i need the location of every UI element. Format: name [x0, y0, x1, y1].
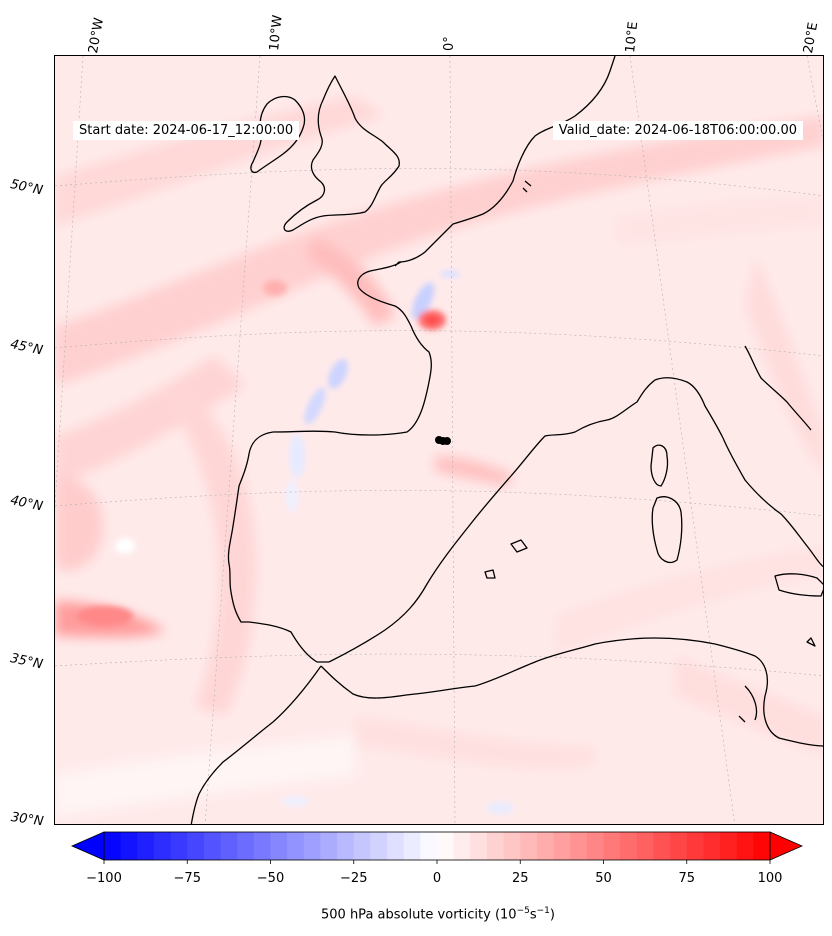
colorbar-cell	[453, 832, 471, 860]
coastlines	[190, 56, 823, 824]
colorbar-cells	[104, 832, 771, 860]
colorbar-label: 500 hPa absolute vorticity (10−5s−1)	[0, 906, 832, 922]
colorbar-tick-label: −50	[256, 871, 285, 886]
colorbar-cell	[653, 832, 671, 860]
coastline-portugal	[227, 453, 250, 623]
colorbar-ticks	[103, 860, 771, 864]
coastline-adriatic	[744, 345, 812, 431]
colorbar-label-suffix: )	[549, 907, 555, 923]
coastline-balearics	[484, 539, 528, 579]
colorbar-tick-label: −25	[340, 871, 368, 886]
coastline-islands-north	[522, 180, 532, 193]
colorbar-cell	[553, 832, 571, 860]
colorbar-cell	[570, 832, 588, 860]
colorbar-cell	[170, 832, 188, 860]
colorbar-cell	[470, 832, 488, 860]
coastline-tunisia	[738, 685, 758, 723]
lat-label-35n: 35°N	[8, 651, 45, 673]
coastline-biscay	[248, 261, 432, 455]
colorbar-cell	[253, 832, 271, 860]
coastline-italy	[722, 437, 823, 568]
colorbar-cell	[620, 832, 638, 860]
colorbar-cell	[636, 832, 654, 860]
vorticity-features	[77, 270, 514, 814]
coastline-corsica	[650, 444, 669, 487]
colorbar-cell	[703, 832, 721, 860]
colorbar-cell	[437, 832, 455, 860]
point-marker	[435, 436, 451, 445]
colorbar-cell	[187, 832, 205, 860]
colorbar-tick-label: 75	[678, 871, 696, 886]
colorbar-cell	[320, 832, 338, 860]
colorbar-cell	[753, 832, 771, 860]
coastline-north-africa	[320, 637, 823, 747]
colorbar-cell	[420, 832, 438, 860]
colorbar-cell	[370, 832, 388, 860]
colorbar-label-prefix: 500 hPa absolute vorticity (10	[321, 907, 517, 923]
colorbar-cell	[536, 832, 555, 860]
colorbar-cell	[586, 832, 604, 860]
colorbar-cell	[104, 832, 122, 860]
vorticity-field-patches	[55, 96, 823, 816]
lon-label-10w: 10°W	[267, 14, 286, 52]
coastline-britain	[283, 75, 400, 232]
colorbar-cell	[353, 832, 371, 860]
colorbar-cell	[736, 832, 754, 860]
coastline-north-europe	[394, 56, 616, 267]
valid-date-label: Valid_date: 2024-06-18T06:00:00.00	[552, 121, 803, 140]
colorbar-cell	[387, 832, 405, 860]
vorticity-map: Start date: 2024-06-17_12:00:00 Valid_da…	[54, 55, 824, 825]
lat-label-50n: 50°N	[8, 177, 45, 199]
lat-label-45n: 45°N	[8, 337, 45, 359]
colorbar-cell	[137, 832, 155, 860]
colorbar-cell	[520, 832, 538, 860]
colorbar-cell	[603, 832, 621, 860]
coastline-sicily	[774, 573, 823, 597]
map-canvas	[55, 56, 823, 824]
start-date-label: Start date: 2024-06-17_12:00:00	[73, 121, 300, 140]
colorbar-cell	[220, 832, 238, 860]
coastline-morocco	[190, 665, 322, 824]
lon-label-20e: 20°E	[801, 21, 822, 55]
colorbar-tick-label: −100	[86, 871, 122, 886]
colorbar-cell	[203, 832, 222, 860]
coastline-sardinia	[651, 496, 683, 564]
coastline-southern-spain	[248, 621, 329, 663]
coastline-spain-france	[328, 377, 724, 663]
colorbar-cell	[237, 832, 255, 860]
colorbar-cell	[303, 832, 321, 860]
colorbar-tick-label: 25	[511, 871, 529, 886]
colorbar-cell	[686, 832, 704, 860]
lon-label-10e-visible: 10°E	[623, 20, 642, 54]
colorbar-tick-label: 100	[757, 871, 783, 886]
colorbar-label-exp1: −5	[516, 906, 530, 916]
colorbar-cell	[337, 832, 355, 860]
lat-label-30n: 30°N	[9, 810, 45, 830]
colorbar-cell	[670, 832, 688, 860]
colorbar-cell	[270, 832, 288, 860]
colorbar-tick-label: 50	[595, 871, 612, 886]
lat-label-40n: 40°N	[8, 493, 45, 515]
colorbar-cell	[153, 832, 172, 860]
colorbar-tick-label: 0	[432, 871, 442, 886]
colorbar-cell	[486, 832, 505, 860]
colorbar-extend-high	[769, 831, 803, 861]
colorbar	[71, 831, 803, 864]
colorbar-label-mid: s	[529, 907, 537, 923]
lon-label-20w: 20°W	[86, 16, 108, 55]
colorbar-label-exp2: −1	[536, 906, 550, 916]
coastline-malta	[806, 637, 816, 647]
colorbar-extend-low	[71, 831, 105, 861]
colorbar-cell	[503, 832, 521, 860]
colorbar-cell	[720, 832, 738, 860]
colorbar-cell	[403, 832, 421, 860]
colorbar-cell	[120, 832, 138, 860]
colorbar-tick-label: −75	[173, 871, 201, 886]
colorbar-cell	[287, 832, 305, 860]
lon-label-0: 0°	[442, 36, 457, 51]
graticule	[55, 56, 823, 824]
